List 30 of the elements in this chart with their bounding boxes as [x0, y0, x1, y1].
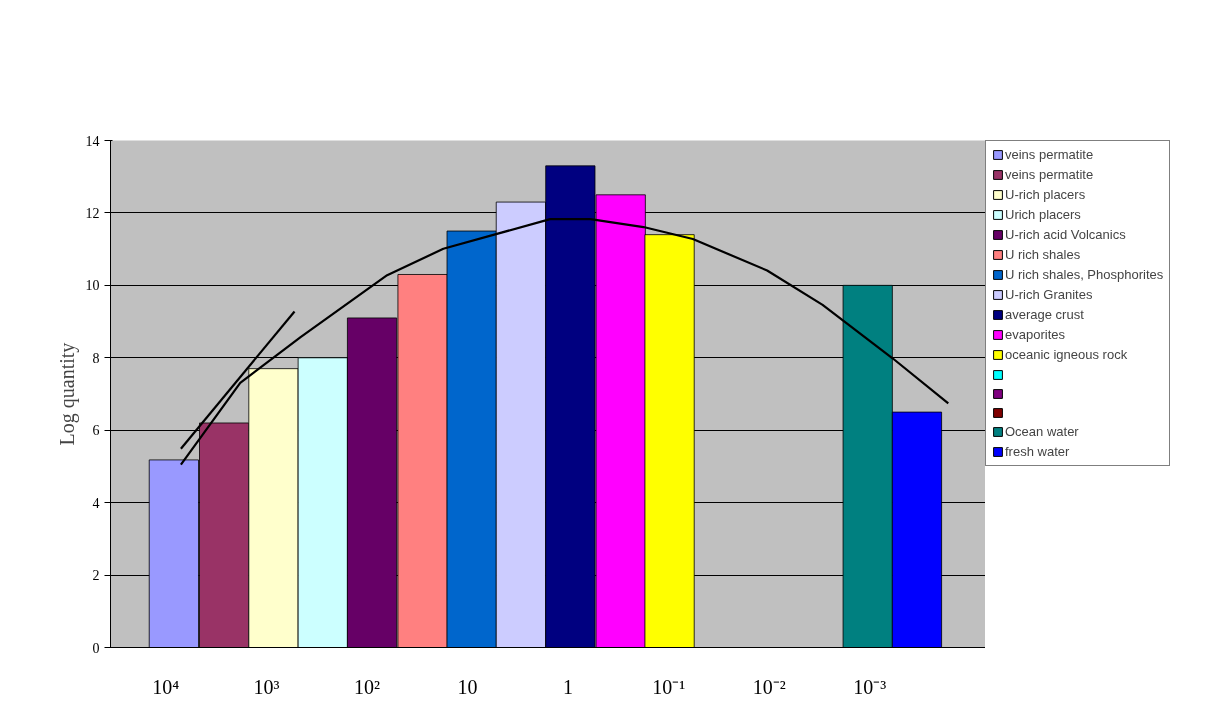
legend-label: U rich shales, Phosphorites	[1005, 267, 1164, 282]
legend-label: oceanic igneous rock	[1005, 347, 1128, 362]
legend-label: evaporites	[1005, 327, 1065, 342]
x-tick-label: 10⁴	[152, 675, 180, 698]
legend-label: Ocean water	[1005, 424, 1079, 439]
x-tick-label: 10⁻¹	[652, 675, 686, 698]
y-tick-label: 4	[92, 495, 100, 511]
x-tick-label: 10⁻³	[853, 675, 887, 698]
legend-label: fresh water	[1005, 444, 1070, 459]
legend-label: veins permatite	[1005, 167, 1094, 182]
x-tick-label: 1	[563, 675, 574, 698]
legend-label: U rich shales	[1005, 247, 1081, 262]
x-tick-label: 10	[457, 675, 478, 698]
legend-label: U-rich Granites	[1005, 287, 1093, 302]
y-tick-label: 14	[85, 133, 100, 149]
y-axis-title: Log quantity	[55, 342, 79, 446]
y-tick-label: 10	[85, 278, 100, 294]
y-tick-label: 12	[85, 205, 100, 221]
y-tick-label: 2	[92, 568, 100, 584]
x-tick-label: 10²	[353, 675, 380, 698]
x-tick-label: 10³	[253, 675, 280, 698]
legend-label: average crust	[1005, 307, 1084, 322]
y-tick-label: 8	[92, 350, 100, 366]
y-tick-label: 0	[92, 640, 100, 656]
x-tick-label: 10⁻²	[752, 675, 786, 698]
legend-label: U-rich acid Volcanics	[1005, 227, 1126, 242]
legend-label: U-rich placers	[1005, 187, 1086, 202]
legend-label: veins permatite	[1005, 147, 1094, 162]
y-tick-label: 6	[92, 423, 100, 439]
legend-label: Urich placers	[1005, 207, 1081, 222]
